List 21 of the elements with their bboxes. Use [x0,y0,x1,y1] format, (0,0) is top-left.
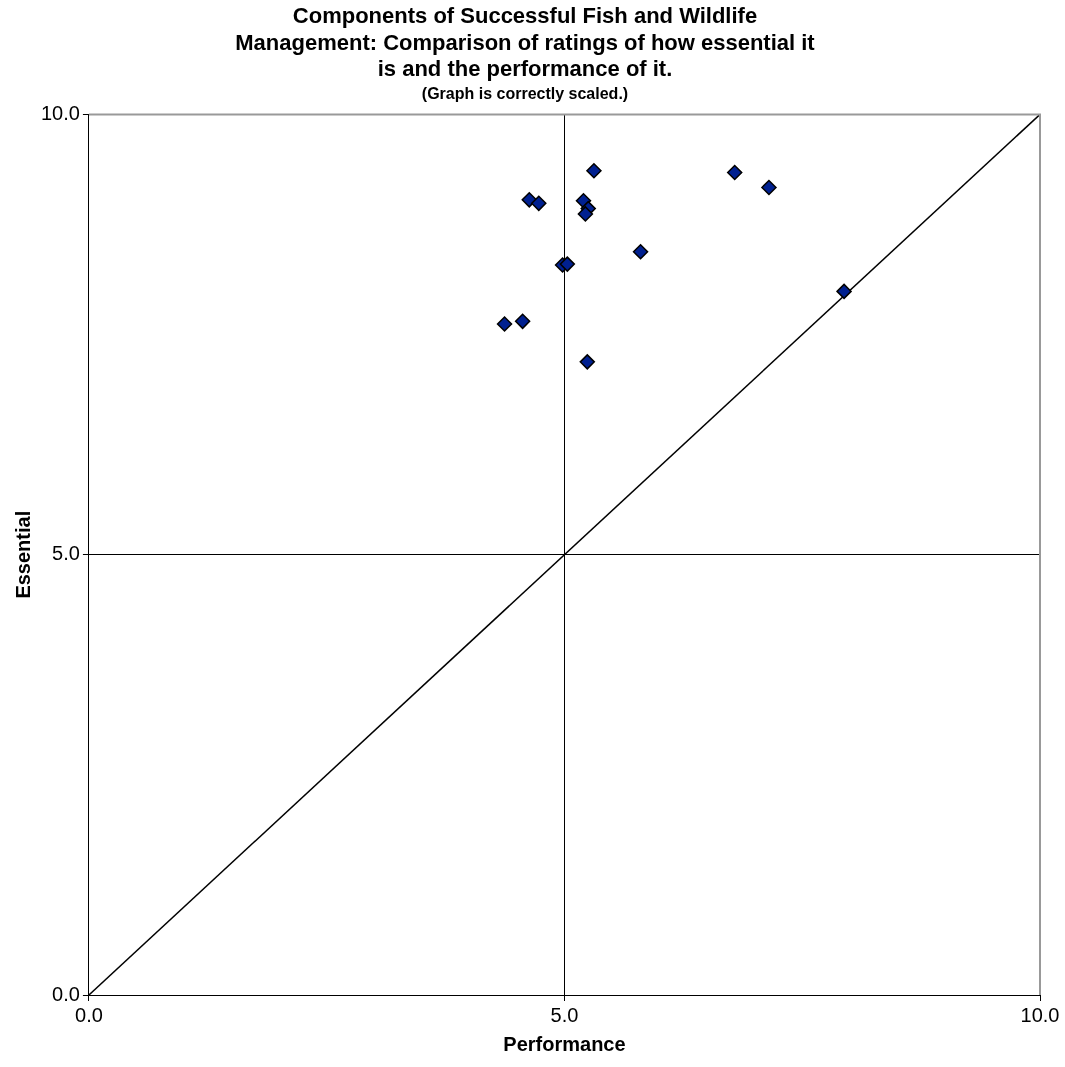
x-tick-label: 0.0 [75,1003,103,1026]
point [632,244,649,260]
point [496,316,513,332]
y-axis-title: Essential [11,510,34,599]
point [836,283,852,300]
point [559,256,576,272]
x-tick-label: 5.0 [550,1003,579,1026]
point [514,313,531,330]
y-tick-label: 0.0 [52,982,80,1005]
chart-subtitle: (Graph is correctly scaled.) [421,85,629,103]
y-tick-label: 5.0 [52,542,80,565]
chart-title: Components of Successful Fish and Wildlife Management: Comparison of ratings of how essential it is and the performance of it. [235,3,816,82]
point [726,164,743,181]
x-tick-label: 10.0 [1020,1003,1060,1026]
point [586,163,602,179]
x-axis-title: Performance [503,1032,626,1055]
y-tick-label: 10.0 [40,101,80,124]
point [577,206,594,222]
point [579,354,596,370]
point [761,179,777,196]
point [531,195,547,212]
